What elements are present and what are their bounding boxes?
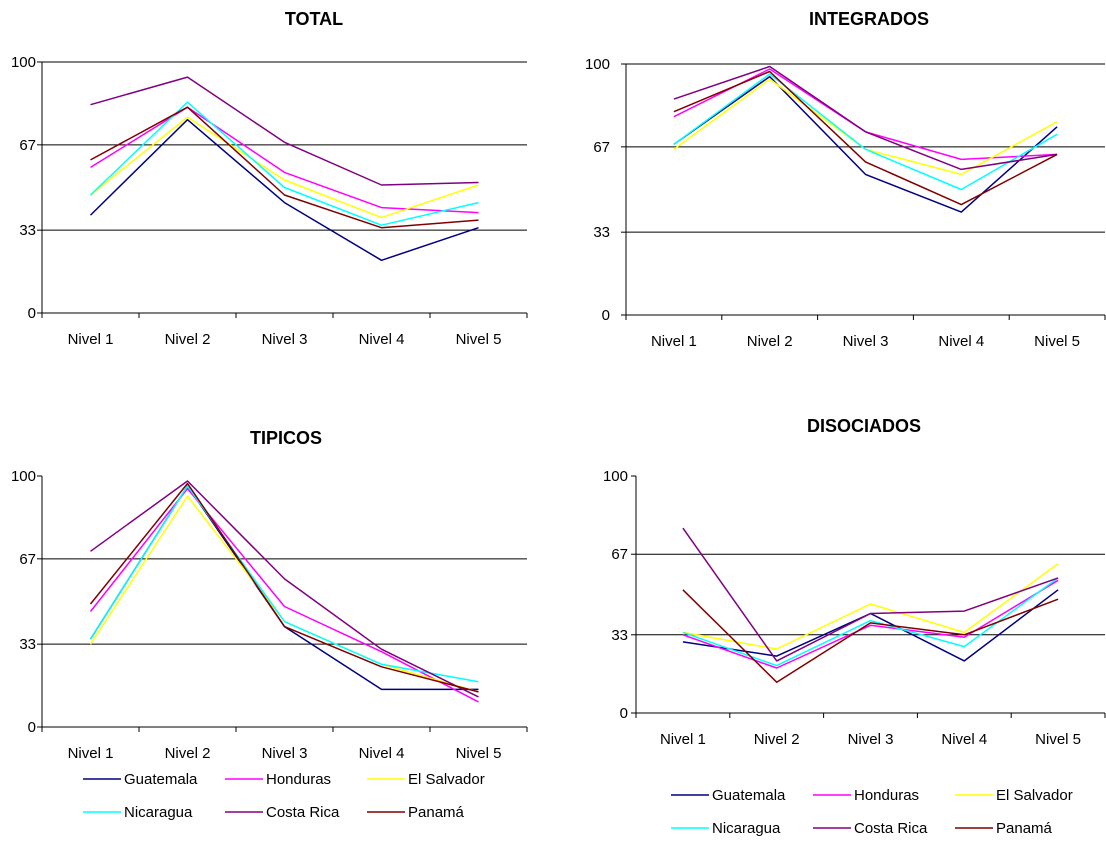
- y-tick-label: 33: [19, 636, 36, 653]
- legend-item-nicaragua: Nicaragua: [671, 820, 781, 837]
- y-tick-label: 100: [11, 54, 36, 71]
- plot-area: 0 33 67 100 Nivel 1 Nivel 2 Nivel 3 Nivel 4 Nive…: [603, 468, 1106, 748]
- x-tick-label: Nivel 5: [456, 745, 502, 762]
- x-tick-label: Nivel 5: [1034, 333, 1080, 350]
- x-tick-label: Nivel 4: [359, 331, 405, 348]
- x-tick-label: Nivel 3: [262, 331, 308, 348]
- legend-label: Nicaragua: [124, 804, 193, 821]
- x-tick-label: Nivel 2: [754, 731, 800, 748]
- y-tick-label: 0: [28, 305, 36, 322]
- legend-label: Nicaragua: [712, 820, 781, 837]
- plot-area: 0 33 67 100 Nivel 1 Nivel 2 Nivel 3 Nivel 4 Nive…: [585, 56, 1106, 350]
- plot-area: 0 33 67 100 Nivel 1 Nivel 2 Nivel 3 Nivel 4 Nive…: [11, 468, 528, 762]
- y-tick-label: 100: [603, 468, 628, 485]
- legend-label: Guatemala: [124, 771, 198, 788]
- legend-item-panama: Panamá: [367, 804, 465, 821]
- series-line-nicaragua: [682, 577, 1059, 667]
- x-tick-label: Nivel 3: [848, 731, 894, 748]
- plot-area: 0 33 67 100 Nivel 1 Nivel 2 Nivel 3 Nivel 4 Nive…: [11, 54, 528, 348]
- legend-right: Guatemala Honduras El Salvador Nicaragua Cos…: [671, 787, 1073, 837]
- x-tick-label: Nivel 4: [941, 731, 987, 748]
- chart-title: DISOCIADOS: [807, 416, 921, 436]
- legend-item-costa-rica: Costa Rica: [225, 804, 340, 821]
- legend-label: Guatemala: [712, 787, 786, 804]
- series-line-costa-rica: [90, 76, 479, 186]
- panel-tipicos: TIPICOS 0 33 67 100 Nivel 1 Nivel 2 Nivel 3 Niv…: [11, 428, 528, 762]
- legend-item-guatemala: Guatemala: [671, 787, 786, 804]
- series-line-costa-rica: [673, 65, 1058, 171]
- y-tick-label: 33: [19, 222, 36, 239]
- series-line-el-salvador: [90, 116, 479, 219]
- series-line-honduras: [89, 487, 479, 703]
- x-tick-label: Nivel 2: [165, 331, 211, 348]
- legend-label: Honduras: [266, 771, 331, 788]
- legend-label: Panamá: [996, 820, 1053, 837]
- series-line-honduras: [682, 579, 1059, 669]
- panel-total: TOTAL 0 33 67 100 Nivel 1 Nivel 2 Nivel 3 Nivel…: [11, 9, 528, 348]
- series-line-panama: [89, 482, 479, 693]
- series-line-el-salvador: [89, 495, 479, 693]
- series-line-el-salvador: [673, 78, 1058, 176]
- series-line-honduras: [673, 68, 1058, 161]
- legend-item-costa-rica: Costa Rica: [813, 820, 928, 837]
- legend-item-nicaragua: Nicaragua: [83, 804, 193, 821]
- series-line-el-salvador: [682, 563, 1059, 650]
- y-tick-label: 33: [593, 224, 610, 241]
- y-tick-label: 100: [11, 468, 36, 485]
- y-tick-label: 100: [585, 56, 610, 73]
- x-tick-label: Nivel 1: [660, 731, 706, 748]
- legend-item-el-salvador: El Salvador: [367, 771, 485, 788]
- legend-label: Honduras: [854, 787, 919, 804]
- legend-item-panama: Panamá: [955, 820, 1053, 837]
- panel-disociados: DISOCIADOS 0 33 67 100 Nivel 1 Nivel 2 Nivel 3…: [603, 416, 1106, 748]
- legend-item-guatemala: Guatemala: [83, 771, 198, 788]
- x-tick-label: Nivel 2: [747, 333, 793, 350]
- legend-item-honduras: Honduras: [813, 787, 919, 804]
- legend-item-honduras: Honduras: [225, 771, 331, 788]
- x-tick-label: Nivel 1: [68, 745, 114, 762]
- y-tick-label: 67: [593, 139, 610, 156]
- y-tick-label: 67: [19, 551, 36, 568]
- series-line-costa-rica: [682, 527, 1059, 662]
- series-line-costa-rica: [90, 480, 479, 698]
- y-tick-label: 67: [611, 546, 628, 563]
- panel-integrados: INTEGRADOS 0 33 67 100 Nivel 1 Nivel 2 Nivel 3…: [585, 9, 1106, 350]
- x-tick-label: Nivel 3: [843, 333, 889, 350]
- legend-label: El Salvador: [996, 787, 1073, 804]
- series-line-panama: [90, 106, 479, 229]
- x-tick-label: Nivel 5: [456, 331, 502, 348]
- series-line-guatemala: [89, 485, 479, 691]
- chart-title: INTEGRADOS: [809, 9, 929, 29]
- y-tick-label: 33: [611, 627, 628, 644]
- y-tick-label: 67: [19, 137, 36, 154]
- legend-label: Panamá: [408, 804, 465, 821]
- series-line-nicaragua: [89, 485, 479, 683]
- series-line-honduras: [90, 106, 479, 214]
- x-tick-label: Nivel 4: [359, 745, 405, 762]
- chart-title: TIPICOS: [250, 428, 322, 448]
- legend-item-el-salvador: El Salvador: [955, 787, 1073, 804]
- x-tick-label: Nivel 1: [68, 331, 114, 348]
- y-tick-label: 0: [28, 719, 36, 736]
- x-tick-label: Nivel 4: [938, 333, 984, 350]
- series-line-nicaragua: [89, 101, 479, 226]
- series-line-nicaragua: [673, 73, 1058, 191]
- x-tick-label: Nivel 1: [651, 333, 697, 350]
- legend-label: Costa Rica: [854, 820, 928, 837]
- series-line-panama: [682, 589, 1059, 683]
- y-tick-label: 0: [620, 705, 628, 722]
- legend-label: Costa Rica: [266, 804, 340, 821]
- y-tick-label: 0: [602, 307, 610, 324]
- series-line-guatemala: [673, 75, 1058, 213]
- series-line-panama: [673, 70, 1058, 206]
- legend-label: El Salvador: [408, 771, 485, 788]
- x-tick-label: Nivel 2: [165, 745, 211, 762]
- chart-title: TOTAL: [285, 9, 343, 29]
- x-tick-label: Nivel 3: [262, 745, 308, 762]
- series-line-guatemala: [89, 118, 479, 262]
- legend-left: Guatemala Honduras El Salvador Nicaragua Cos…: [83, 771, 485, 821]
- x-tick-label: Nivel 5: [1035, 731, 1081, 748]
